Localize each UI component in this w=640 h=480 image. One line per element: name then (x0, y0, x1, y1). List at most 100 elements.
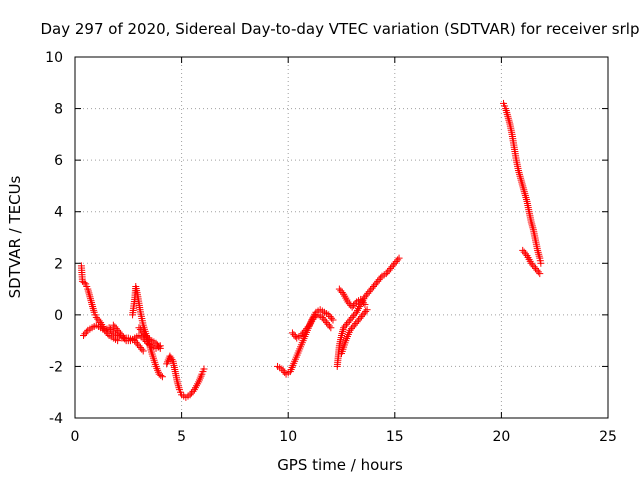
data-point (357, 295, 365, 303)
data-point (347, 325, 355, 333)
data-point (335, 285, 343, 293)
data-point (107, 325, 115, 333)
data-point (304, 323, 312, 331)
data-point (503, 110, 511, 118)
y-tick-label: 2 (54, 256, 63, 272)
data-point (347, 315, 355, 323)
grid (75, 57, 608, 418)
data-point (325, 311, 333, 319)
data-point (361, 301, 369, 309)
data-point (520, 248, 528, 256)
data-point (364, 289, 372, 297)
y-axis: -4 -2 0 2 4 6 8 10 (45, 50, 608, 427)
data-point (338, 289, 346, 297)
data-point (350, 312, 358, 320)
data-point (87, 297, 95, 305)
data-point (158, 373, 166, 381)
data-point (92, 313, 100, 321)
data-point (374, 277, 382, 285)
data-point (327, 324, 335, 332)
data-point (132, 338, 140, 346)
data-point (119, 333, 127, 341)
data-point (337, 287, 345, 295)
data-point (517, 174, 525, 182)
data-point (504, 114, 512, 122)
data-point (519, 182, 527, 190)
data-point (152, 339, 160, 347)
data-point (326, 313, 334, 321)
data-point (321, 317, 329, 325)
data-point (372, 279, 380, 287)
data-point (88, 299, 96, 307)
data-point (358, 297, 366, 305)
data-point (529, 261, 537, 269)
data-point (353, 318, 361, 326)
data-point (357, 313, 365, 321)
data-point (344, 319, 352, 327)
data-point (168, 356, 176, 364)
data-point (320, 315, 328, 323)
data-point (537, 259, 545, 267)
data-point (530, 263, 538, 271)
data-point (529, 224, 537, 232)
data-point (360, 299, 368, 307)
data-point (368, 284, 376, 292)
data-point (112, 325, 120, 333)
data-point (186, 391, 194, 399)
data-point (114, 326, 122, 334)
data-point (394, 256, 402, 264)
data-point (367, 286, 375, 294)
data-point (360, 309, 368, 317)
data-point (81, 330, 89, 338)
data-point (505, 116, 513, 124)
data-point (359, 311, 367, 319)
data-point (351, 310, 359, 318)
data-point (361, 293, 369, 301)
data-point (290, 331, 298, 339)
data-point (382, 270, 390, 278)
data-point (118, 331, 126, 339)
data-points (77, 99, 545, 401)
data-point (534, 268, 542, 276)
data-point (136, 325, 144, 333)
data-point (519, 246, 527, 254)
data-point (86, 295, 94, 303)
data-point (157, 371, 165, 379)
data-point (516, 170, 524, 178)
data-point (532, 264, 540, 272)
plot-frame (74, 56, 609, 419)
y-tick-label: 10 (45, 50, 63, 66)
data-point (363, 306, 371, 314)
data-point (301, 326, 309, 334)
y-tick-label: 4 (54, 205, 63, 221)
data-point (189, 387, 197, 395)
data-point (503, 108, 511, 116)
data-point (518, 180, 526, 188)
chart-title: Day 297 of 2020, Sidereal Day-to-day VTE… (41, 20, 640, 38)
data-point (121, 335, 129, 343)
data-point (362, 291, 370, 299)
data-point (350, 301, 358, 309)
data-point (349, 323, 357, 331)
data-point (105, 324, 113, 332)
data-point (344, 298, 352, 306)
data-point (519, 184, 527, 192)
data-point (138, 345, 146, 353)
x-tick-label: 5 (177, 429, 186, 445)
data-point (288, 329, 296, 337)
data-point (104, 330, 112, 338)
data-point (348, 303, 356, 311)
data-point (279, 367, 287, 375)
data-point (278, 365, 286, 373)
data-point (521, 192, 529, 200)
data-point (323, 319, 331, 327)
data-point (156, 344, 164, 352)
data-point (528, 220, 536, 228)
data-point (515, 168, 523, 176)
data-point (350, 321, 358, 329)
data-point (153, 341, 161, 349)
data-point (536, 270, 544, 278)
x-tick-label: 25 (599, 429, 617, 445)
data-point (352, 319, 360, 327)
data-point (136, 344, 144, 352)
